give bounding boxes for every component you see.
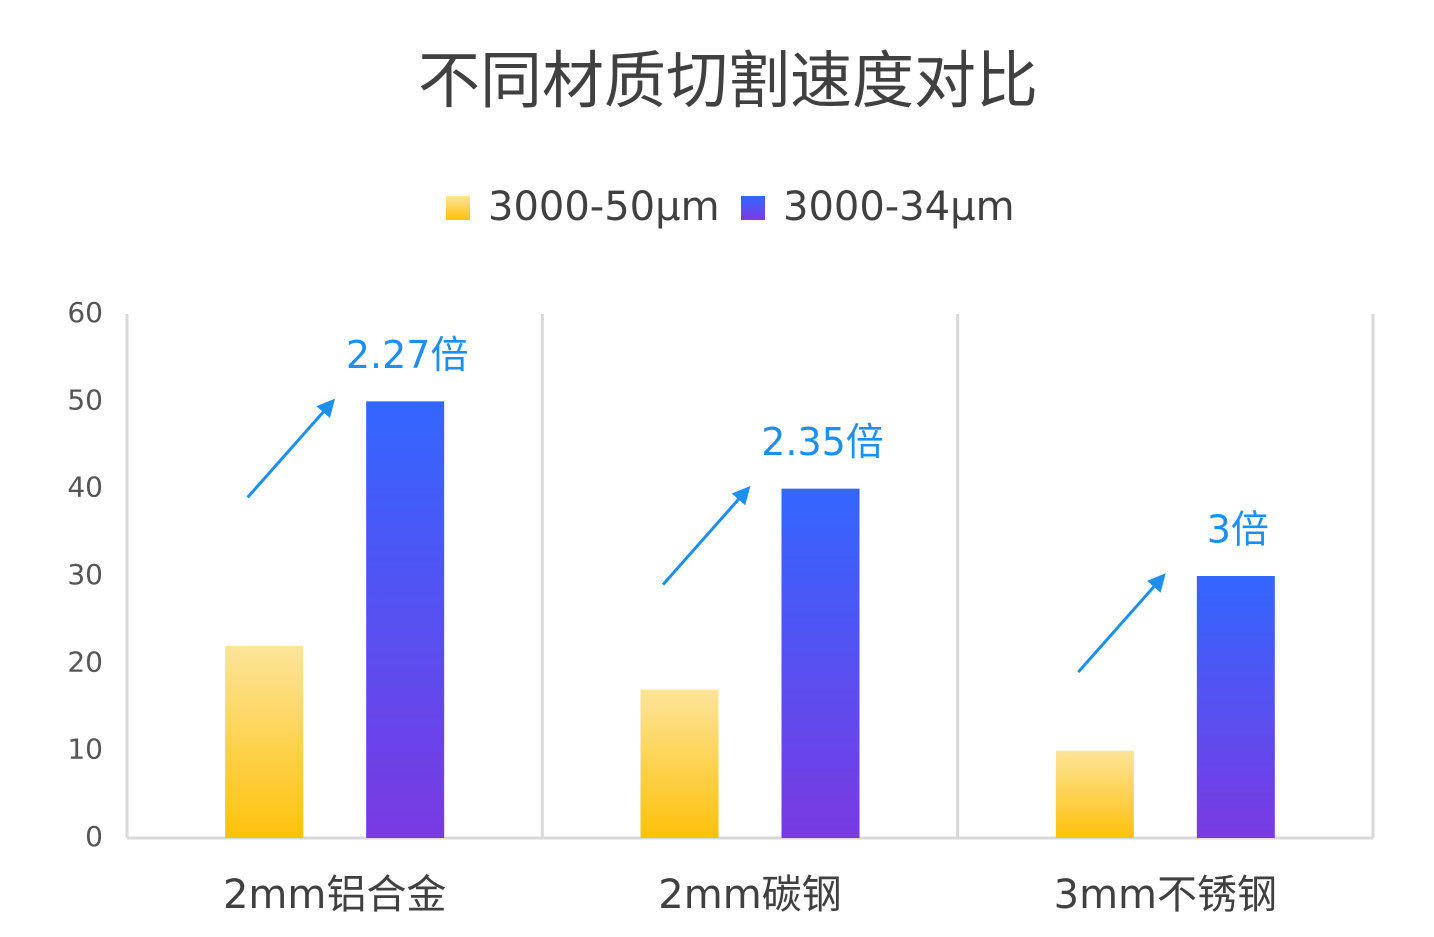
y-tick-label: 20 <box>67 645 103 678</box>
legend-swatch <box>446 196 470 220</box>
bar <box>1196 576 1275 838</box>
y-tick-label: 50 <box>67 383 103 416</box>
bar <box>366 401 445 838</box>
y-tick-label: 0 <box>85 820 103 853</box>
bar <box>1055 750 1134 838</box>
x-tick-label: 2mm碳钢 <box>658 872 841 918</box>
bar <box>640 689 719 838</box>
x-tick-label: 3mm不锈钢 <box>1054 872 1277 918</box>
y-tick-label: 30 <box>67 558 103 591</box>
annotation-arrow <box>246 398 336 499</box>
annotation: 3倍 <box>1207 508 1269 552</box>
y-tick-label: 60 <box>67 296 103 329</box>
x-tick-label: 2mm铝合金 <box>223 872 446 918</box>
y-tick-label: 40 <box>67 471 103 504</box>
bar <box>781 488 860 838</box>
annotation: 2.27倍 <box>346 333 469 377</box>
annotation-arrow <box>661 485 751 586</box>
annotation: 2.35倍 <box>761 420 884 464</box>
chart-title: 不同材质切割速度对比 <box>418 44 1038 117</box>
legend-label: 3000-34μm <box>783 184 1015 230</box>
legend-label: 3000-50μm <box>488 184 720 230</box>
legend-swatch <box>741 196 765 220</box>
bar <box>225 645 304 838</box>
y-tick-label: 10 <box>67 733 103 766</box>
annotation-arrow <box>1077 573 1166 673</box>
